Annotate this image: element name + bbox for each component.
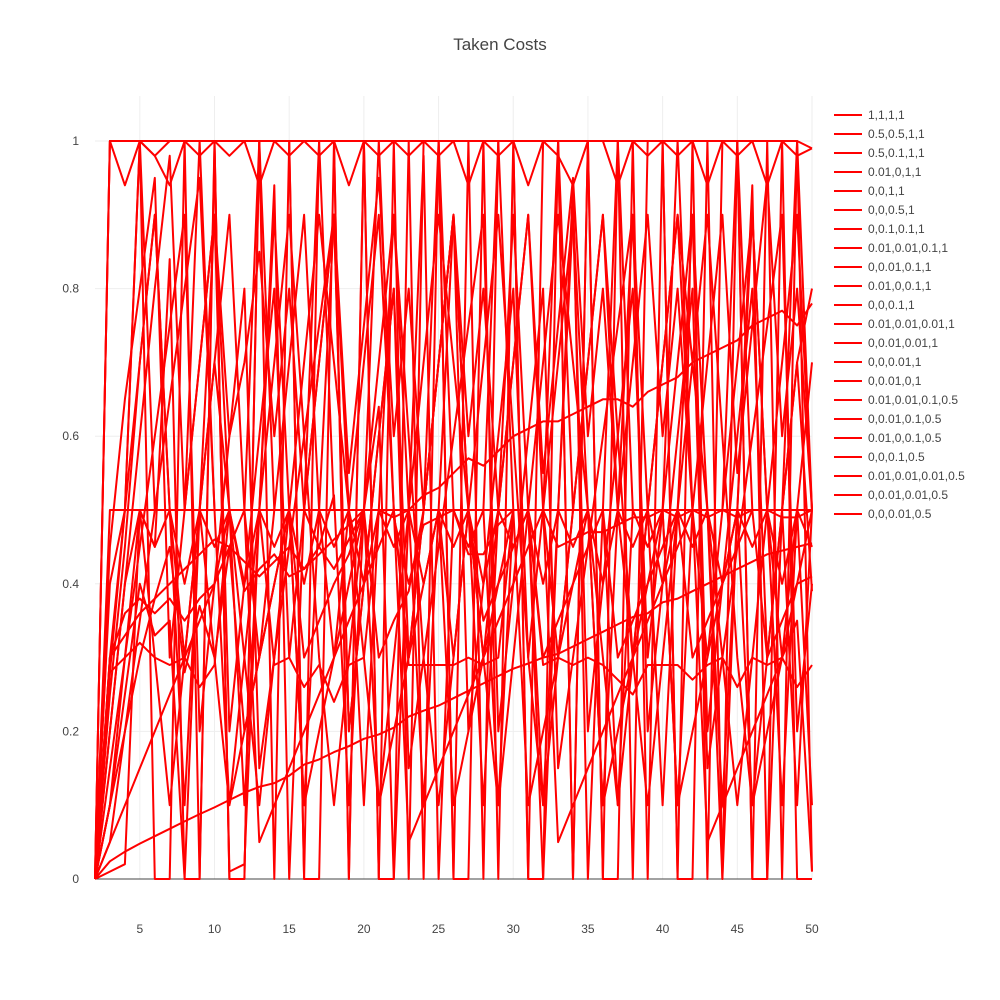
legend-label: 0,0.01,0.1,0.5 (868, 412, 942, 426)
legend-item[interactable]: 0.01,0,0.1,0.5 (834, 431, 942, 445)
x-tick-label: 30 (507, 922, 521, 936)
legend-label: 1,1,1,1 (868, 108, 905, 122)
legend-item[interactable]: 0.01,0.01,0.1,1 (834, 241, 948, 255)
y-tick-label: 0.6 (62, 429, 79, 443)
legend-item[interactable]: 0.01,0.01,0.1,0.5 (834, 393, 958, 407)
legend-item[interactable]: 0,0.01,0.01,1 (834, 336, 938, 350)
legend-item[interactable]: 0.5,0.5,1,1 (834, 127, 925, 141)
legend-item[interactable]: 0,0.01,0.1,0.5 (834, 412, 942, 426)
x-tick-label: 40 (656, 922, 670, 936)
legend-label: 0,0,0.01,0.5 (868, 507, 932, 521)
legend-item[interactable]: 0,0.01,0,1 (834, 374, 922, 388)
legend-label: 0,0,0.1,0.5 (868, 450, 925, 464)
legend-label: 0.01,0.01,0.01,1 (868, 317, 955, 331)
legend-item[interactable]: 1,1,1,1 (834, 108, 905, 122)
x-tick-label: 20 (357, 922, 371, 936)
legend-label: 0.5,0.1,1,1 (868, 146, 925, 160)
legend-item[interactable]: 0,0.01,0.01,0.5 (834, 488, 948, 502)
series-line (94, 542, 813, 880)
legend-item[interactable]: 0,0,0.1,1 (834, 298, 915, 312)
y-tick-label: 0.4 (62, 577, 79, 591)
series-lines (94, 140, 813, 880)
legend-label: 0,0.1,0.1,1 (868, 222, 925, 236)
legend-label: 0.01,0.01,0.01,0.5 (868, 469, 965, 483)
legend-item[interactable]: 0,0.01,0.1,1 (834, 260, 932, 274)
legend-label: 0,0,1,1 (868, 184, 905, 198)
legend-label: 0,0,0.1,1 (868, 298, 915, 312)
legend-label: 0.01,0,0.1,0.5 (868, 431, 942, 445)
y-tick-label: 0 (72, 872, 79, 886)
legend-item[interactable]: 0,0,0.5,1 (834, 203, 915, 217)
x-tick-label: 5 (136, 922, 143, 936)
x-tick-label: 45 (731, 922, 745, 936)
x-tick-label: 10 (208, 922, 222, 936)
legend-item[interactable]: 0.01,0,0.1,1 (834, 279, 932, 293)
legend-item[interactable]: 0,0,0.01,1 (834, 355, 922, 369)
legend-item[interactable]: 0,0.1,0.1,1 (834, 222, 925, 236)
series-line (94, 140, 812, 880)
x-tick-label: 25 (432, 922, 446, 936)
chart-title: Taken Costs (453, 35, 547, 54)
x-tick-label: 50 (805, 922, 819, 936)
legend-item[interactable]: 0.01,0,1,1 (834, 165, 922, 179)
series-line (94, 509, 813, 880)
y-tick-label: 0.2 (62, 724, 79, 738)
legend-item[interactable]: 0.5,0.1,1,1 (834, 146, 925, 160)
legend-label: 0.01,0.01,0.1,0.5 (868, 393, 958, 407)
legend-label: 0.5,0.5,1,1 (868, 127, 925, 141)
x-tick-label: 15 (283, 922, 297, 936)
legend-label: 0.01,0.01,0.1,1 (868, 241, 948, 255)
legend-item[interactable]: 0.01,0.01,0.01,0.5 (834, 469, 965, 483)
series-line (94, 213, 813, 880)
legend-label: 0.01,0,0.1,1 (868, 279, 932, 293)
legend-label: 0,0.01,0.01,0.5 (868, 488, 948, 502)
legend-label: 0,0.01,0.01,1 (868, 336, 938, 350)
legend[interactable]: 1,1,1,1 0.5,0.5,1,1 0.5,0.1,1,1 0.01,0,1,1 0… (834, 108, 965, 521)
legend-label: 0.01,0,1,1 (868, 165, 922, 179)
y-tick-label: 1 (72, 134, 79, 148)
x-tick-label: 35 (581, 922, 595, 936)
legend-item[interactable]: 0,0,1,1 (834, 184, 905, 198)
legend-item[interactable]: 0,0,0.1,0.5 (834, 450, 925, 464)
legend-label: 0,0,0.01,1 (868, 355, 922, 369)
series-line (94, 509, 813, 880)
legend-label: 0,0.01,0,1 (868, 374, 922, 388)
legend-label: 0,0.01,0.1,1 (868, 260, 932, 274)
legend-label: 0,0,0.5,1 (868, 203, 915, 217)
legend-item[interactable]: 0.01,0.01,0.01,1 (834, 317, 955, 331)
series-line (94, 509, 813, 880)
y-tick-label: 0.8 (62, 282, 79, 296)
legend-item[interactable]: 0,0,0.01,0.5 (834, 507, 932, 521)
